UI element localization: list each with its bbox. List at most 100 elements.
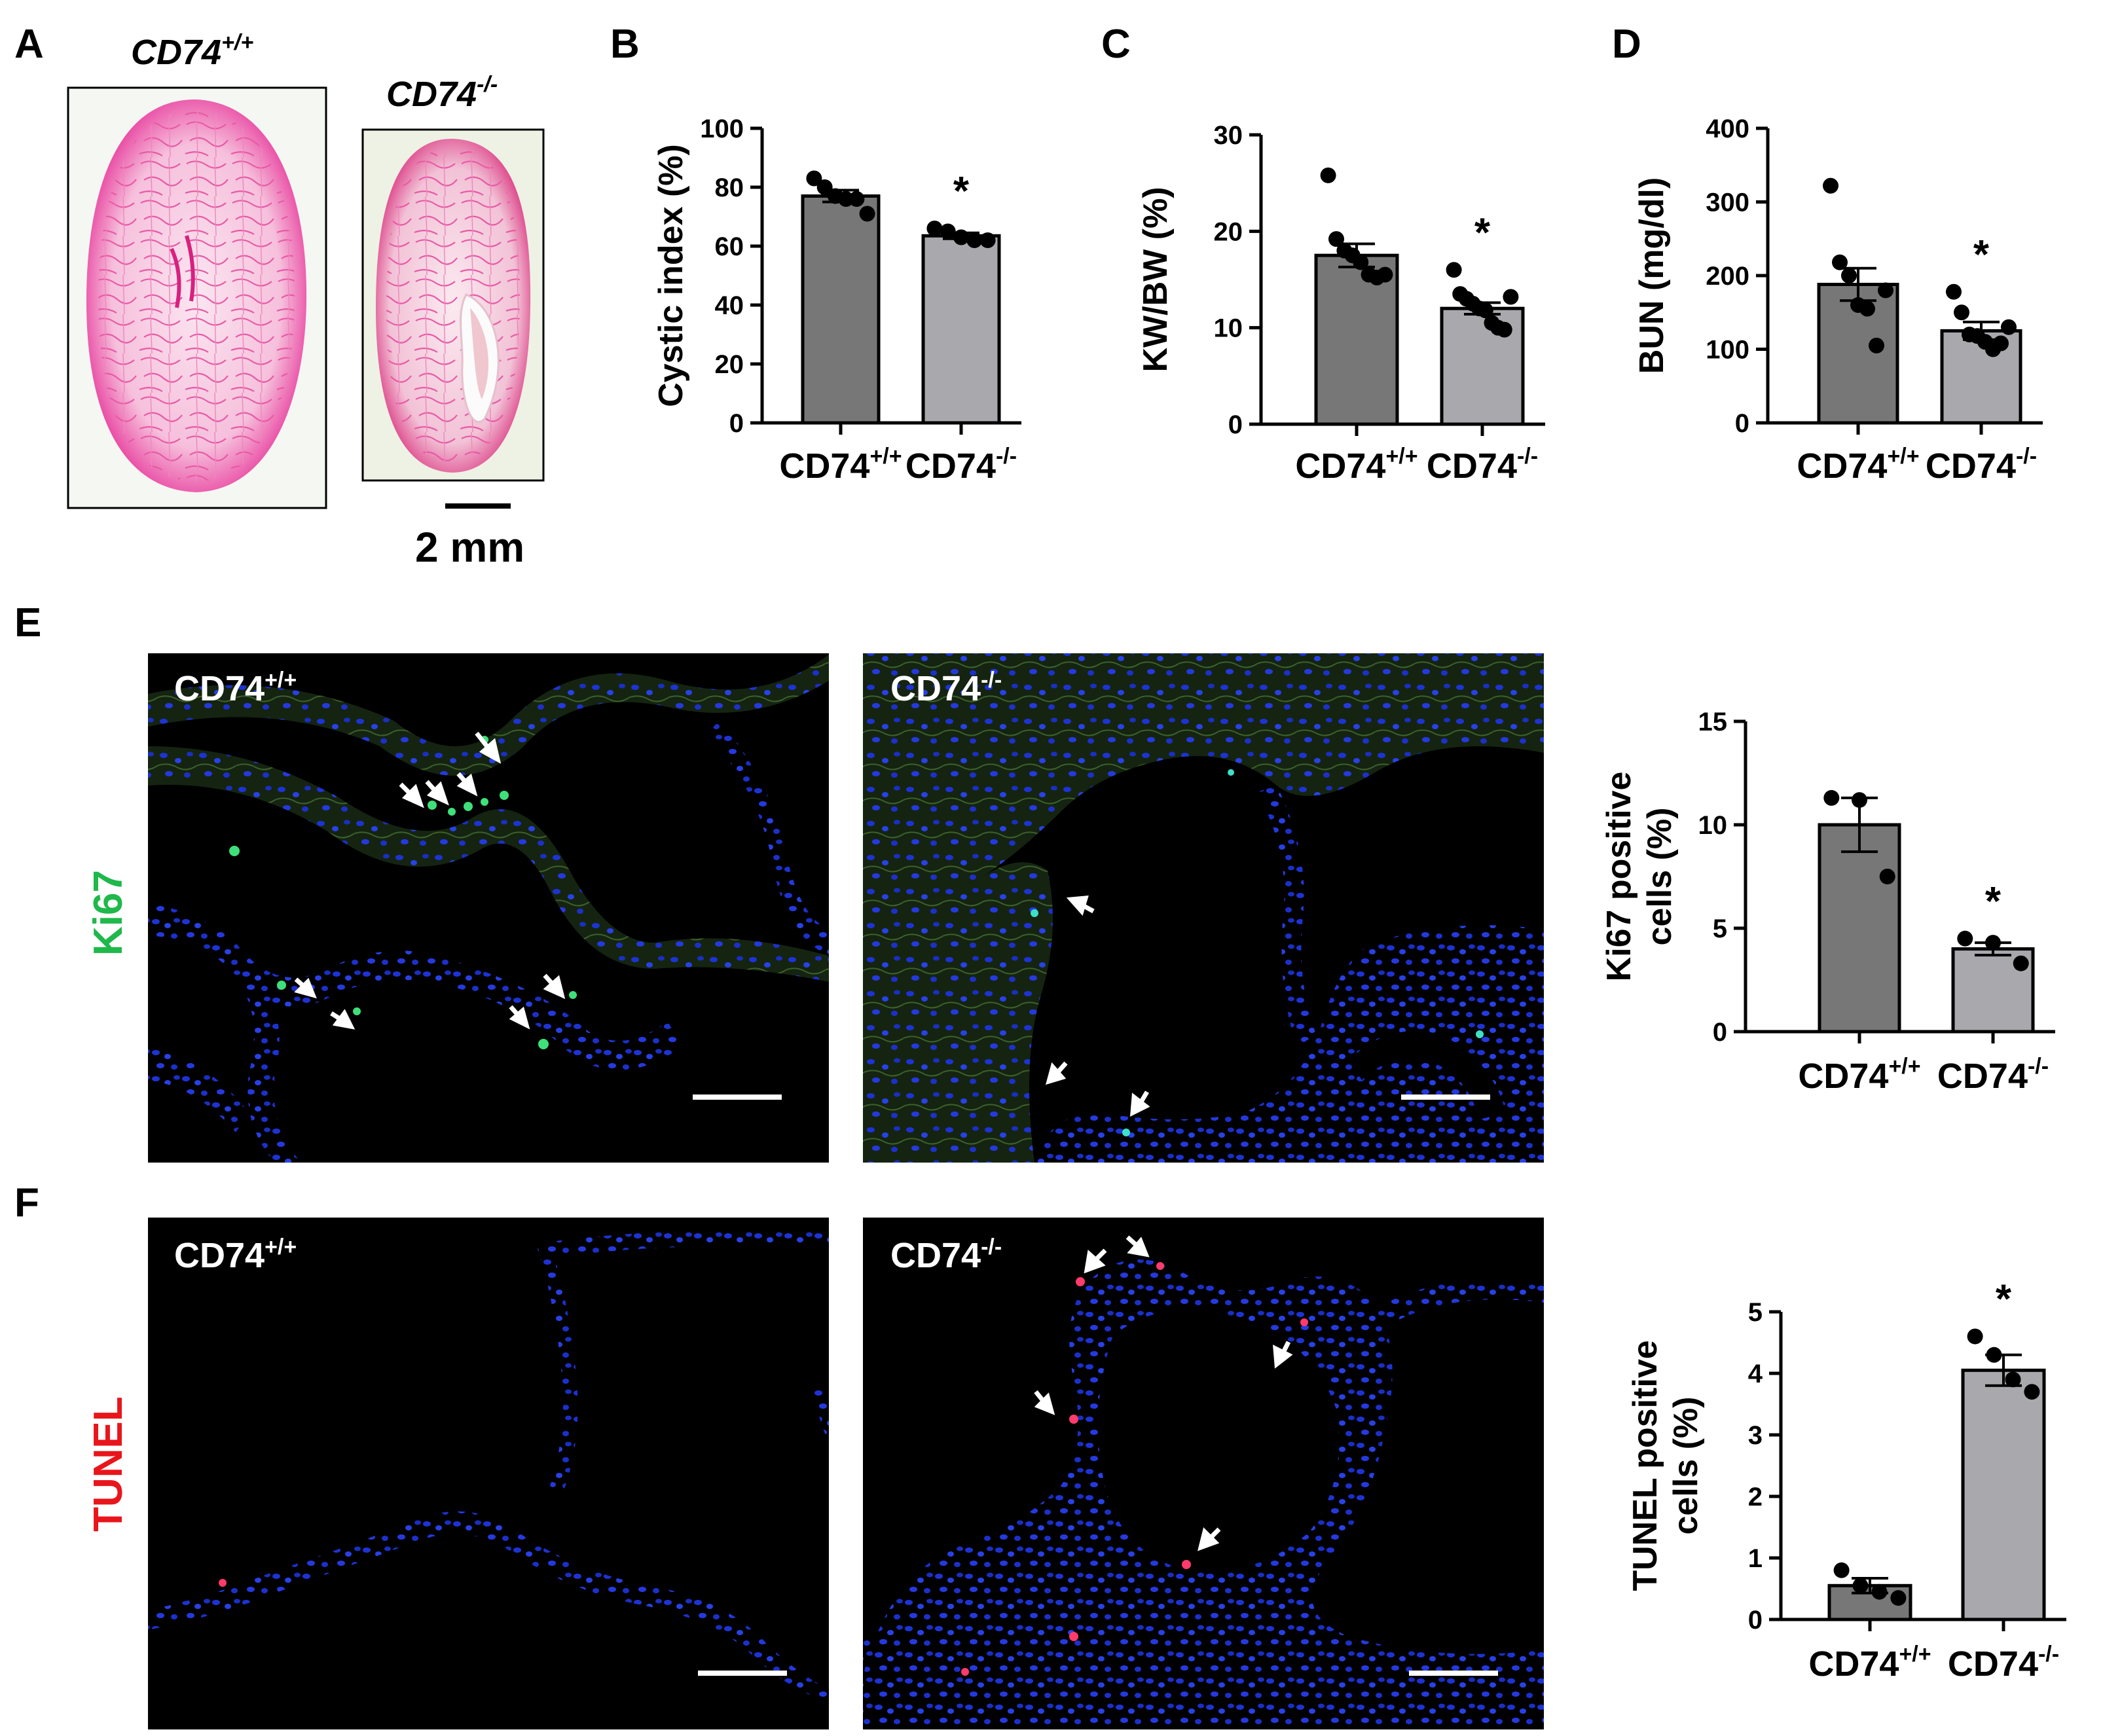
panel-e: E Ki67 [14, 600, 1544, 1163]
category-label-base: CD74 [1295, 446, 1385, 486]
y-axis-title: BUN (mg/dl) [1633, 177, 1671, 374]
category-label-base: CD74 [1798, 1057, 1888, 1096]
category-label-sup: +/+ [869, 444, 902, 469]
category-label-base: CD74 [1926, 446, 2016, 486]
y-axis-title-line: TUNEL positive [1626, 1340, 1664, 1591]
category-label: CD74-/- [1937, 1054, 2049, 1096]
ki67-wt-label: CD74+/+ [174, 668, 297, 708]
y-tick-label: 4 [1748, 1360, 1763, 1388]
kidney-wt-label-sup: +/+ [221, 30, 253, 55]
y-tick-label: 10 [1214, 314, 1243, 343]
y-tick-label: 30 [1214, 121, 1243, 150]
data-point [2013, 955, 2029, 971]
y-axis-title: KW/BW (%) [1137, 187, 1175, 372]
category-label-base: CD74 [905, 446, 996, 486]
data-point [979, 232, 996, 248]
y-tick-label: 20 [1214, 217, 1243, 246]
tunel-ko-label-sup: -/- [981, 1235, 1002, 1259]
category-label-sup: -/- [1517, 444, 1538, 469]
ki67-wt-label-sup: +/+ [265, 668, 297, 693]
data-point [940, 223, 956, 240]
y-axis-title-line: cells (%) [1667, 1397, 1705, 1535]
y-tick-label: 5 [1713, 914, 1727, 943]
kidney-ko-label: CD74-/- [386, 72, 498, 114]
panel-letter-c: C [1101, 22, 1131, 67]
category-label: CD74+/+ [1797, 444, 1919, 486]
kidney-ko-label-sup: -/- [477, 72, 498, 97]
data-point [1986, 1347, 2002, 1363]
ki67-ko-label-sup: -/- [981, 668, 1002, 693]
y-axis-title: Ki67 positivecells (%) [1600, 772, 1679, 982]
y-axis-title: Cystic index (%) [652, 144, 690, 407]
category-label-sup: -/- [996, 444, 1017, 469]
y-tick-label: 5 [1748, 1298, 1763, 1327]
y-tick-label: 400 [1706, 115, 1749, 143]
kidney-ko-label-base: CD74 [386, 75, 477, 114]
kidney-wt-label: CD74+/+ [131, 30, 253, 72]
tunel-wt-label: CD74+/+ [174, 1235, 297, 1275]
panel-letter-d: D [1612, 22, 1641, 67]
y-tick-label: 15 [1698, 708, 1728, 736]
data-point [1496, 321, 1512, 338]
bar-ko [1961, 1368, 2046, 1621]
data-point [926, 221, 943, 236]
y-tick-label: 100 [700, 115, 744, 143]
data-point [1993, 335, 2009, 352]
y-axis-title: TUNEL positivecells (%) [1626, 1340, 1705, 1591]
significance-star: * [1996, 1277, 2012, 1322]
ki67-ko-micrograph: CD74-/- [863, 653, 1544, 1163]
panel-letter-f: F [14, 1180, 39, 1225]
data-point [859, 206, 875, 222]
category-label-base: CD74 [1937, 1057, 2028, 1096]
y-tick-label: 0 [1228, 410, 1243, 439]
category-label-sup: +/+ [1385, 444, 1417, 469]
ki67-wt-micrograph: CD74+/+ [148, 653, 829, 1163]
category-label: CD74-/- [1948, 1642, 2059, 1684]
data-point [1871, 1583, 1888, 1600]
ki67-ko-label: CD74-/- [890, 668, 1002, 708]
category-label-sup: +/+ [1887, 444, 1919, 469]
y-tick-label: 0 [729, 409, 744, 438]
category-label-sup: -/- [2038, 1642, 2059, 1667]
y-tick-label: 1 [1748, 1544, 1763, 1573]
kidney-wt-label-base: CD74 [131, 33, 221, 72]
tunel-wt-label-sup: +/+ [265, 1235, 297, 1259]
data-point [1477, 302, 1493, 319]
data-point [1985, 935, 2001, 951]
chart-c: C 0 10 20 30 KW/BW (%) CD74+/+ * CD74-/- [1101, 22, 1545, 486]
data-point [1869, 337, 1884, 353]
data-point [1946, 283, 1962, 300]
category-label-base: CD74 [1797, 446, 1887, 486]
ki67-ko-label-base: CD74 [890, 669, 981, 708]
data-point [1823, 789, 1840, 806]
y-tick-label: 2 [1748, 1483, 1763, 1511]
data-point [1353, 254, 1369, 270]
tunel-wt-label-base: CD74 [174, 1236, 265, 1275]
panel-f: F TUNEL CD74+/+ [14, 1180, 1544, 1729]
data-point [1833, 1562, 1850, 1578]
category-label: CD74-/- [1427, 444, 1538, 486]
y-tick-label: 200 [1706, 262, 1749, 291]
category-label: CD74-/- [1926, 444, 2037, 486]
category-label-base: CD74 [1948, 1644, 2038, 1684]
bar-wt [801, 194, 881, 425]
ki67-stain-label: Ki67 [86, 870, 131, 956]
data-point [1957, 930, 1973, 947]
data-point [1954, 304, 1969, 321]
bar-ko [921, 234, 1001, 425]
y-tick-label: 20 [715, 350, 744, 379]
data-point [1878, 282, 1893, 298]
data-point [953, 229, 969, 245]
tunel-ko-label: CD74-/- [890, 1235, 1002, 1275]
chart-b: B 0 20 40 60 80 100 Cystic index (%) CD74+/+ * CD7… [610, 22, 1021, 486]
y-axis-title-line: cells (%) [1641, 808, 1679, 946]
category-label-sup: -/- [2028, 1054, 2049, 1079]
data-point [1879, 869, 1895, 884]
data-point [816, 179, 833, 195]
panel-a: A CD74+/+ CD74-/- 2 mm [14, 22, 545, 571]
significance-star: * [1474, 210, 1491, 255]
ki67-wt-label-base: CD74 [174, 669, 265, 708]
